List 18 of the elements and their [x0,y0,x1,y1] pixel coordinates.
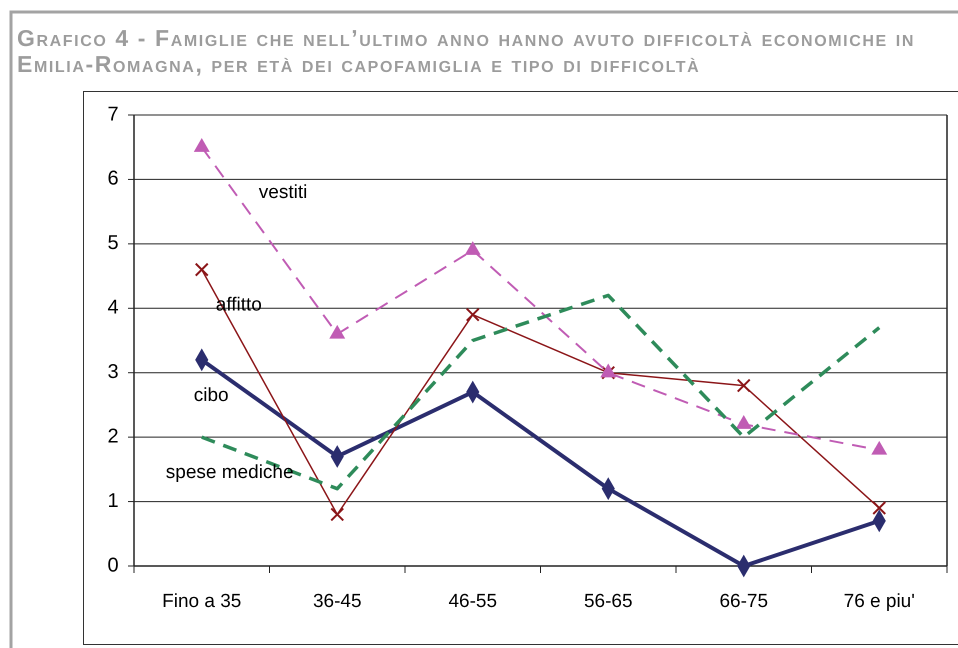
x-tick-label: 46-55 [448,591,498,612]
x-tick-label: Fino a 35 [162,591,242,612]
series-label: spese mediche [166,462,294,484]
y-tick-label: 6 [107,168,119,190]
x-tick-label: 76 e piu' [844,591,915,612]
series-label: vestiti [258,182,308,204]
chart-title: Grafico 4 - Famiglie che nell’ultimo anno hanno avuto difficoltà economiche in Emilia-Romagna, per età dei capofamiglia e tipo di difficoltà [17,25,916,77]
y-tick-label: 4 [107,296,119,319]
y-tick-label: 1 [107,490,119,512]
x-tick-label: 36-45 [312,591,362,612]
y-tick-label: 2 [107,425,119,448]
x-tick-label: 66-75 [719,591,768,612]
series-label: cibo [194,384,229,406]
x-tick-label: 56-65 [584,591,633,612]
y-tick-label: 3 [107,360,119,383]
y-tick-label: 5 [107,232,119,254]
y-tick-label: 7 [107,103,119,126]
y-tick-label: 0 [107,554,119,576]
